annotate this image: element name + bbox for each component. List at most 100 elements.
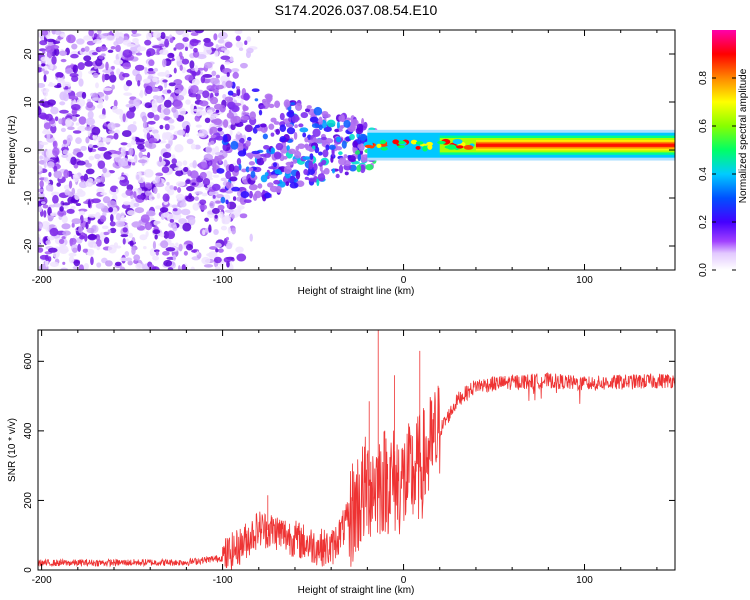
heatmap-noise-blob [99,215,107,223]
snr-x-tick-label: 100 [576,575,593,586]
heatmap-transition-blob [260,174,268,183]
heatmap-transition-blob [228,163,235,173]
heatmap-noise-blob [77,125,87,132]
heatmap-noise-blob [161,132,168,141]
heatmap-noise-blob [221,68,232,75]
heatmap-noise-blob [214,151,224,156]
heatmap-band-blob [392,139,399,145]
heatmap-band-blob [364,144,373,148]
heatmap-noise-blob [150,87,160,92]
heatmap-noise-blob [120,157,129,167]
heatmap-noise-blob [76,38,85,45]
heatmap-noise-blob [61,117,67,126]
heatmap-noise-blob [95,211,101,219]
heatmap-noise-blob [125,103,135,108]
heatmap-noise-blob [138,151,143,159]
heatmap-noise-blob [140,214,150,223]
heatmap-noise-blob [168,82,176,87]
heatmap-transition-blob [225,170,232,180]
heatmap-noise-blob [185,179,192,185]
snr-y-tick-label: 200 [23,492,34,509]
heatmap-noise-blob [194,115,201,122]
heatmap-noise-blob [246,36,252,43]
heatmap-transition-blob [215,109,220,113]
heatmap-transition-blob [344,171,349,176]
heatmap-noise-blob [74,192,80,201]
heatmap-noise-blob [96,142,105,148]
heatmap-noise-blob [54,30,62,36]
heatmap-transition-blob [297,143,305,150]
snr-x-tick-label: 0 [401,575,407,586]
heatmap-noise-blob [151,196,155,200]
heatmap-transition-blob [249,111,256,121]
heatmap-noise-blob [81,91,87,99]
heatmap-noise-blob [202,90,210,99]
heatmap-noise-blob [87,110,94,120]
heatmap-noise-blob [114,261,122,267]
heatmap-noise-blob [214,50,219,58]
heatmap-noise-blob [122,39,132,46]
heatmap-noise-blob [201,256,211,265]
heatmap-noise-blob [227,226,232,234]
heatmap-noise-blob [236,131,241,135]
heatmap-band-blob [437,140,446,145]
heatmap-noise-blob [88,143,93,148]
heatmap-noise-blob [132,121,137,125]
heatmap-noise-blob [153,220,161,224]
heatmap-transition-blob [270,147,276,154]
heatmap-transition-blob [302,156,311,160]
heatmap-noise-blob [119,257,128,262]
heatmap-noise-blob [139,234,148,241]
heatmap-noise-blob [71,222,75,228]
heatmap-noise-blob [125,189,134,196]
heatmap-noise-blob [91,97,102,101]
heatmap-noise-blob [146,211,156,217]
heatmap-noise-blob [175,42,185,50]
heatmap-noise-blob [186,243,194,251]
heatmap-transition-blob [285,161,293,166]
heatmap-noise-blob [67,126,75,131]
heatmap-noise-blob [154,234,158,240]
heatmap-noise-blob [206,252,214,257]
heatmap-noise-blob [83,35,92,41]
heatmap-transition-blob [330,156,334,163]
heatmap-noise-blob [98,46,108,52]
heatmap-noise-blob [43,70,49,75]
heatmap-noise-blob [94,178,101,183]
heatmap-transition-blob [259,105,266,109]
heatmap-noise-blob [70,205,76,210]
heatmap-noise-blob [127,260,133,266]
heatmap-noise-blob [211,147,216,156]
heatmap-noise-blob [224,61,231,65]
heatmap-noise-blob [38,206,43,213]
heatmap-noise-blob [163,259,173,267]
heatmap-noise-blob [217,248,224,253]
heatmap-noise-blob [167,188,175,196]
heatmap-band-blob [380,146,388,151]
heatmap-noise-blob [110,45,116,50]
heatmap-noise-blob [204,217,209,222]
heatmap-noise-blob [153,67,159,72]
colorbar-tick-label: 0.8 [698,71,709,85]
heatmap-noise-blob [146,151,151,159]
heatmap-noise-blob [101,73,106,83]
heatmap-noise-blob [63,88,72,93]
colorbar-ticks: 0.0 0.2 0.4 0.6 0.8 [698,71,736,277]
heatmap-transition-blob [250,170,256,179]
heatmap-noise-blob [211,207,220,215]
heatmap-noise-blob [62,92,69,102]
heatmap-transition-blob [318,116,323,126]
heatmap-noise-blob [181,264,186,270]
heatmap-noise-blob [175,181,186,187]
heatmap-noise-blob [61,154,69,159]
heatmap-noise-blob [91,126,101,136]
heatmap-noise-blob [152,179,157,184]
heatmap-noise-blob [127,210,136,216]
heatmap-noise-blob [72,64,79,74]
heatmap-transition-blob [354,149,360,155]
heatmap-noise-blob [46,161,55,169]
heatmap-noise-blob [62,202,71,206]
heatmap-noise-blob [165,143,171,149]
heatmap-transition-blob [251,150,261,155]
